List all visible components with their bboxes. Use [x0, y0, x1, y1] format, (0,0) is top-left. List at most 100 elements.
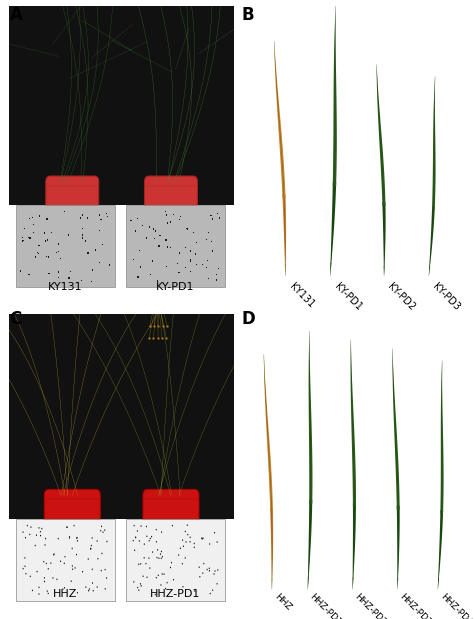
Ellipse shape	[138, 563, 139, 565]
Bar	[216, 274, 217, 275]
Ellipse shape	[23, 568, 24, 569]
Bar	[210, 241, 211, 242]
Ellipse shape	[187, 534, 188, 535]
Ellipse shape	[190, 541, 191, 543]
Bar	[206, 239, 207, 240]
Bar	[133, 259, 134, 261]
Point	[149, 333, 157, 343]
Ellipse shape	[56, 579, 57, 580]
Bar	[46, 256, 47, 257]
Bar	[137, 217, 138, 219]
Polygon shape	[308, 500, 312, 589]
Bar	[217, 213, 219, 214]
Ellipse shape	[214, 532, 215, 534]
Bar	[29, 218, 30, 219]
Ellipse shape	[54, 553, 55, 555]
Bar	[23, 240, 24, 241]
FancyBboxPatch shape	[44, 490, 100, 550]
Polygon shape	[330, 182, 336, 275]
Ellipse shape	[138, 589, 139, 591]
Polygon shape	[377, 65, 385, 206]
Ellipse shape	[71, 581, 72, 582]
Bar	[95, 249, 96, 251]
Point	[267, 285, 274, 295]
Ellipse shape	[162, 573, 163, 575]
Ellipse shape	[100, 569, 102, 571]
Bar	[82, 228, 83, 230]
Ellipse shape	[38, 593, 39, 595]
Bar	[22, 237, 23, 238]
Polygon shape	[264, 355, 273, 511]
Bar	[146, 238, 147, 239]
Ellipse shape	[88, 590, 89, 592]
Ellipse shape	[201, 538, 203, 540]
Bar	[82, 214, 83, 215]
Bar	[60, 258, 62, 259]
Ellipse shape	[76, 537, 78, 539]
Polygon shape	[397, 506, 400, 589]
Bar	[173, 214, 174, 215]
Ellipse shape	[156, 557, 157, 558]
Ellipse shape	[146, 576, 147, 578]
Ellipse shape	[183, 545, 184, 547]
Bar	[206, 267, 207, 268]
Ellipse shape	[40, 535, 41, 537]
Bar	[58, 251, 59, 252]
Ellipse shape	[207, 569, 208, 570]
Ellipse shape	[23, 531, 24, 533]
Point	[159, 321, 166, 331]
Ellipse shape	[134, 550, 135, 551]
Bar	[126, 206, 225, 287]
Ellipse shape	[92, 582, 93, 584]
Ellipse shape	[137, 530, 138, 532]
Bar	[177, 263, 178, 264]
Bar	[154, 238, 155, 240]
Ellipse shape	[53, 554, 54, 556]
Ellipse shape	[66, 526, 67, 528]
Ellipse shape	[100, 530, 101, 531]
Ellipse shape	[210, 593, 211, 594]
Bar	[82, 237, 83, 238]
Bar	[167, 246, 168, 248]
Ellipse shape	[50, 562, 51, 564]
Bar	[38, 253, 39, 254]
Bar	[207, 260, 208, 261]
Ellipse shape	[82, 571, 83, 573]
Ellipse shape	[143, 576, 144, 577]
Bar	[33, 232, 35, 233]
Ellipse shape	[209, 543, 210, 545]
Bar	[212, 219, 213, 220]
Point	[163, 321, 171, 331]
Point	[150, 321, 158, 331]
Ellipse shape	[156, 541, 157, 543]
Ellipse shape	[185, 557, 186, 559]
Bar	[99, 262, 100, 263]
Ellipse shape	[161, 558, 162, 559]
Ellipse shape	[166, 582, 168, 584]
Bar	[37, 252, 38, 253]
Ellipse shape	[190, 537, 191, 538]
Polygon shape	[440, 361, 444, 513]
Point	[0, 255, 1, 265]
Ellipse shape	[44, 577, 45, 579]
Ellipse shape	[144, 543, 145, 545]
Ellipse shape	[199, 576, 201, 578]
Bar	[48, 256, 49, 258]
Point	[263, 285, 270, 295]
Ellipse shape	[185, 541, 187, 543]
Bar	[109, 264, 110, 266]
Point	[31, 280, 38, 290]
Ellipse shape	[73, 525, 74, 527]
Point	[158, 333, 166, 343]
Ellipse shape	[64, 587, 65, 589]
Bar	[218, 268, 219, 269]
Bar	[57, 271, 59, 272]
Ellipse shape	[24, 557, 26, 559]
Ellipse shape	[36, 571, 37, 573]
Bar	[57, 277, 59, 279]
Ellipse shape	[72, 568, 73, 570]
Ellipse shape	[32, 590, 33, 591]
Ellipse shape	[64, 563, 65, 564]
Point	[145, 333, 153, 343]
Ellipse shape	[178, 554, 179, 556]
